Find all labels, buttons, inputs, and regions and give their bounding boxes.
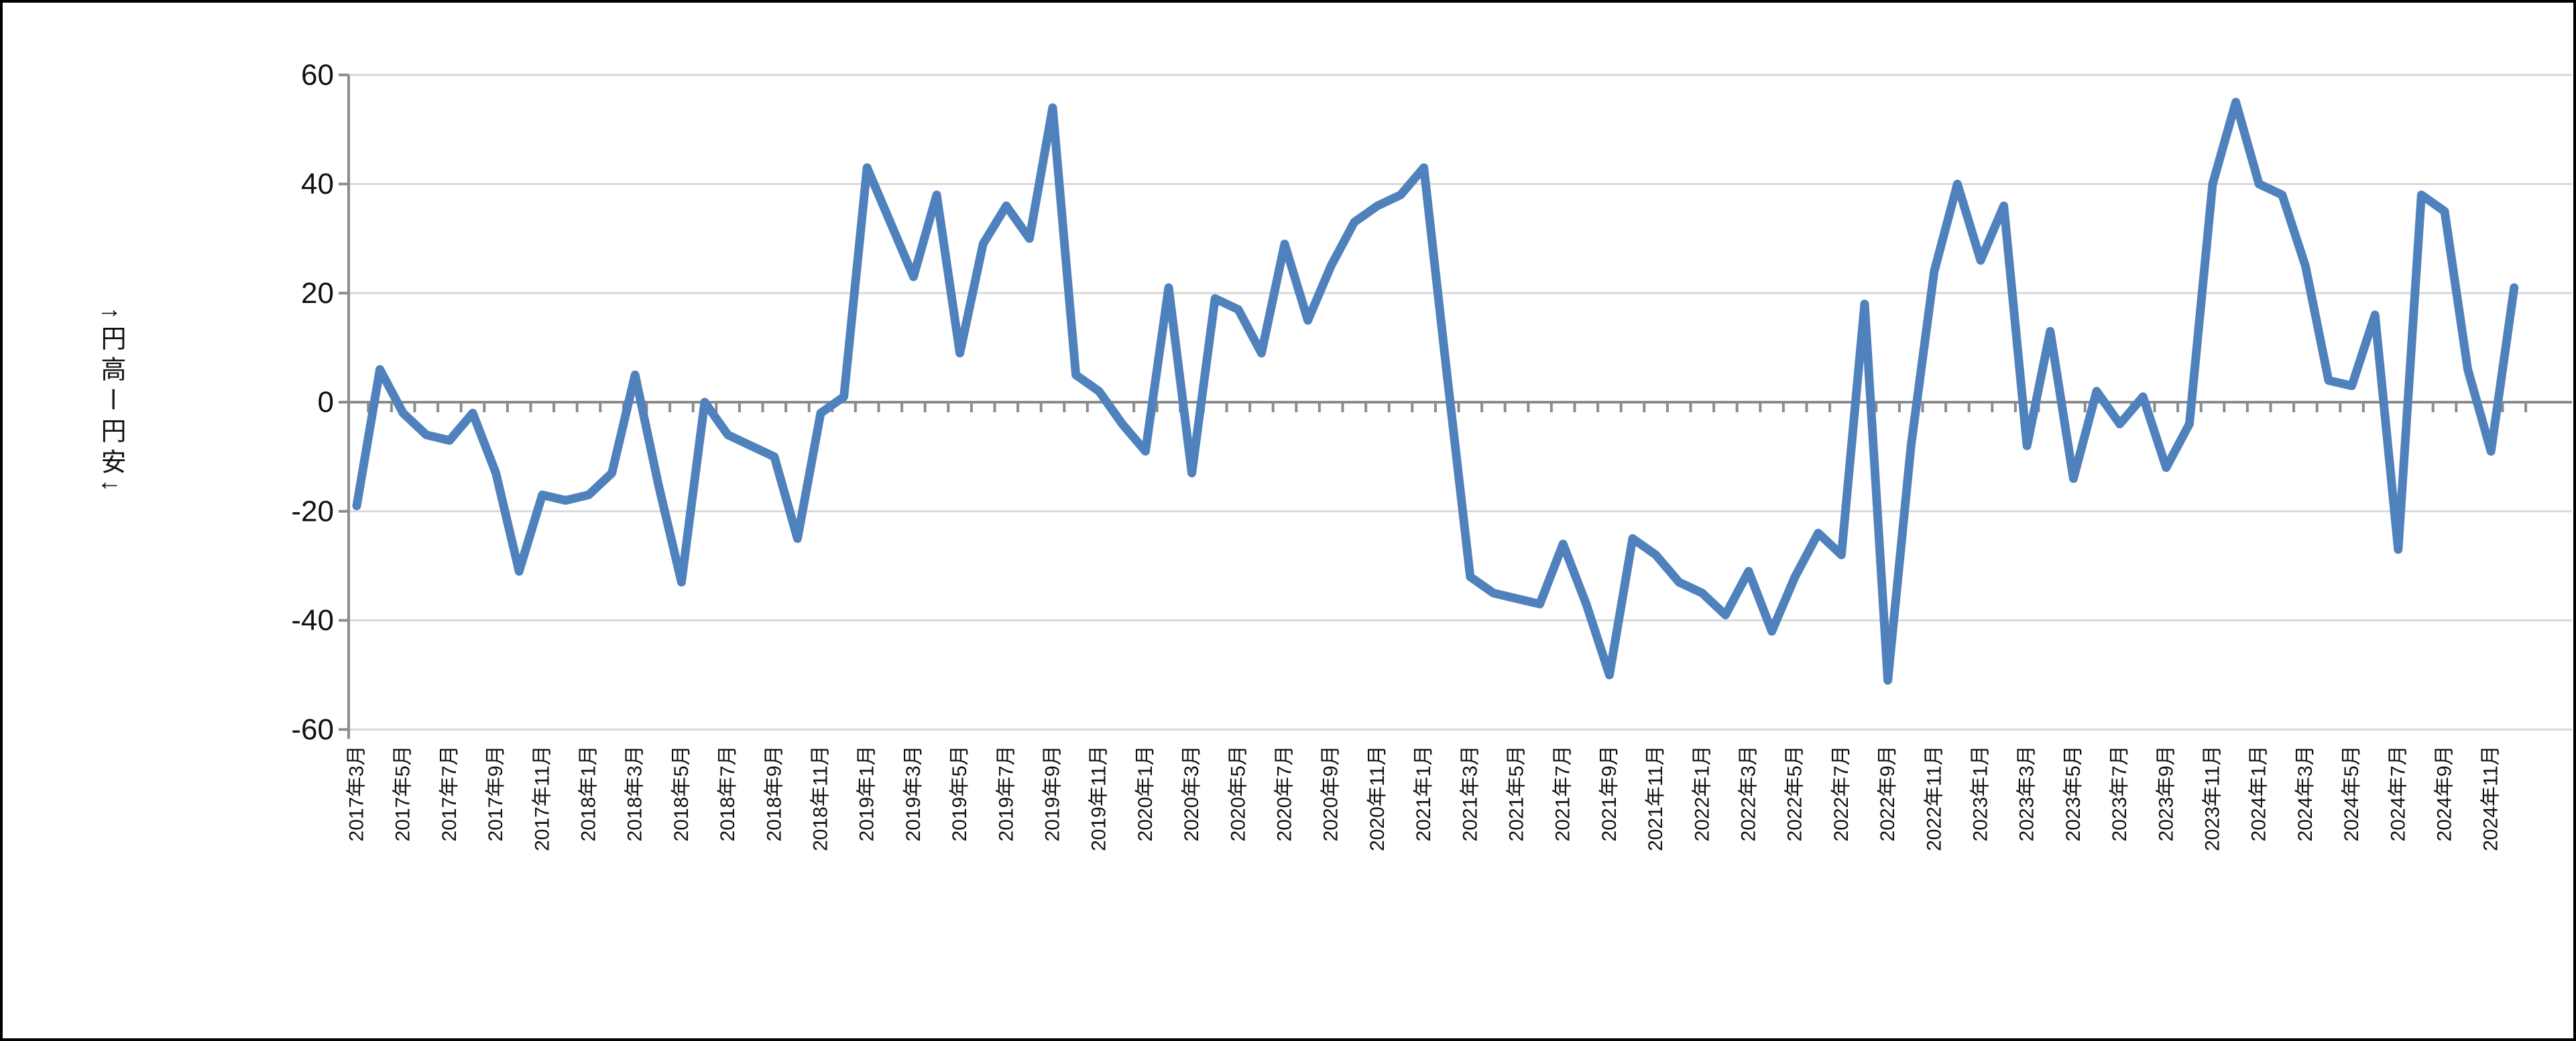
x-tick-label: 2018年7月	[717, 745, 739, 841]
x-tick-label: 2021年7月	[1552, 745, 1574, 841]
x-tick-label: 2020年7月	[1274, 745, 1296, 841]
y-tick-label: 60	[301, 58, 334, 91]
x-tick-label: 2019年7月	[995, 745, 1017, 841]
axis-labels-group: 60 40 20 0 -20 -40 -60 2017年3月 2017年5月 2017年7月 201…	[97, 58, 2502, 851]
x-tick-label: 2021年1月	[1413, 745, 1435, 841]
x-tick-label: 2019年3月	[902, 745, 925, 841]
x-tick-label: 2019年9月	[1042, 745, 1064, 841]
x-tick-label: 2020年9月	[1320, 745, 1342, 841]
x-tick-label: 2024年11月	[2480, 745, 2502, 851]
x-tick-label: 2023年5月	[2062, 745, 2085, 841]
x-tick-label: 2017年9月	[485, 745, 507, 841]
x-tick-label: 2023年9月	[2155, 745, 2177, 841]
x-tick-label: 2024年5月	[2341, 745, 2363, 841]
x-tick-label: 2022年11月	[1923, 745, 1945, 851]
series-line	[352, 97, 2519, 685]
x-tick-label: 2021年9月	[1598, 745, 1621, 841]
x-tick-label: 2018年9月	[763, 745, 785, 841]
y-tick-label: -20	[291, 495, 334, 528]
x-tick-label: 2017年11月	[531, 745, 553, 851]
gridlines-group	[349, 74, 2572, 731]
x-tick-label: 2020年5月	[1227, 745, 1249, 841]
x-tick-label: 2022年7月	[1830, 745, 1853, 841]
x-tick-label: 2021年3月	[1459, 745, 1481, 841]
x-tick-label: 2024年7月	[2387, 745, 2409, 841]
x-tick-label: 2017年3月	[346, 745, 368, 841]
x-tick-label: 2017年5月	[392, 745, 414, 841]
x-tick-label: 2023年3月	[2016, 745, 2038, 841]
x-tick-label: 2021年5月	[1506, 745, 1528, 841]
x-tick-label: 2024年1月	[2248, 745, 2270, 841]
x-tick-label: 2022年9月	[1877, 745, 1899, 841]
x-tick-label: 2022年5月	[1784, 745, 1806, 841]
x-tick-label: 2023年1月	[1970, 745, 1992, 841]
x-tick-label: 2020年3月	[1181, 745, 1203, 841]
y-tick-label: -40	[291, 604, 334, 637]
y-tick-label: 20	[301, 277, 334, 310]
x-tick-label: 2019年11月	[1088, 745, 1110, 851]
x-tick-label: 2023年11月	[2202, 745, 2224, 851]
x-tick-label: 2018年11月	[810, 745, 832, 851]
x-tick-label: 2020年11月	[1366, 745, 1389, 851]
x-tick-label: 2019年1月	[856, 745, 878, 841]
x-tick-label: 2019年5月	[949, 745, 971, 841]
x-tick-label: 2018年1月	[578, 745, 600, 841]
x-tick-label: 2022年3月	[1738, 745, 1760, 841]
x-tick-label: 2023年7月	[2109, 745, 2131, 841]
x-tick-label: 2022年1月	[1691, 745, 1713, 841]
y-tick-label: 40	[301, 168, 334, 200]
y-axis-title: ↑円高ー円安↓	[97, 307, 125, 497]
y-tick-label: 0	[318, 386, 334, 419]
series-group	[352, 97, 2519, 685]
x-tick-label: 2017年7月	[438, 745, 461, 841]
y-tick-label: -60	[291, 713, 334, 746]
x-tick-label: 2020年1月	[1134, 745, 1157, 841]
x-tick-label: 2024年9月	[2434, 745, 2456, 841]
x-tick-label: 2021年11月	[1645, 745, 1667, 851]
x-tick-label: 2024年3月	[2294, 745, 2317, 841]
x-tick-label: 2018年3月	[624, 745, 646, 841]
axes-group	[347, 74, 2572, 739]
x-tick-label: 2018年5月	[670, 745, 693, 841]
